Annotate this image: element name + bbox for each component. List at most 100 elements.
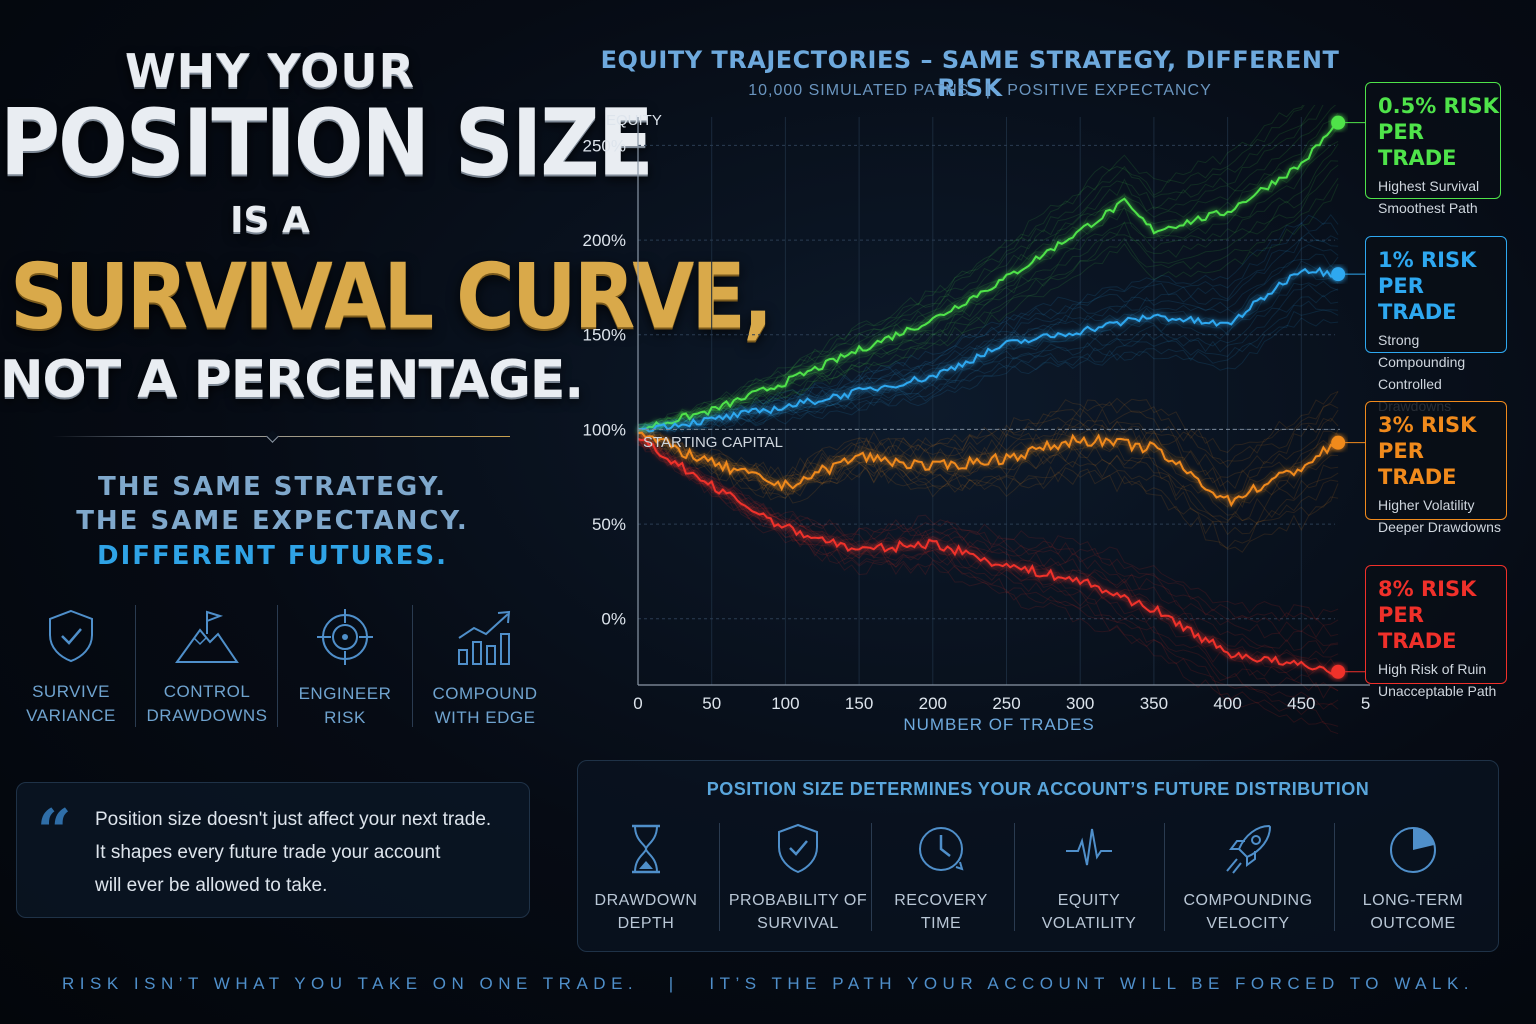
x-tick-label: 450 [1287,694,1315,713]
simulated-path [637,391,1339,483]
shield-check-icon [49,609,93,663]
simulated-path [637,105,1316,432]
series-endpoint [1331,115,1346,130]
simulated-path [637,105,1305,434]
simulated-path [637,260,1339,436]
panel-title: POSITION SIZE DETERMINES YOUR ACCOUNT’S … [706,779,1370,799]
simulated-path [637,244,1339,433]
engineer-risk-item: ENGINEER RISK [279,608,411,730]
drawdown-depth-item: DRAWDOWN DEPTH [586,823,706,935]
control-drawdowns-item: CONTROL DRAWDOWNS [141,608,273,728]
left-icon-label-1a: SURVIVE [32,682,110,701]
simulated-path [637,231,1339,433]
y-tick-label: 50% [592,515,626,534]
simulated-path [637,160,1339,434]
x-axis-title: NUMBER OF TRADES [903,715,1094,734]
headline-line-5: NOT A PERCENTAGE. [0,350,584,410]
quote-mark-icon: “ [37,797,72,867]
series-endpoint [1331,664,1346,679]
hourglass-icon [632,824,660,874]
callout-desc-1: High Risk of Ruin [1378,661,1487,677]
footer-slogan: RISK ISN’T WHAT YOU TAKE ON ONE TRADE. |… [61,974,1475,993]
pie-icon [1390,827,1436,873]
panel-label-4b: VOLATILITY [1041,915,1137,932]
callout-desc-2: Unacceptable Path [1378,683,1497,699]
panel-label-4a: EQUITY [1057,892,1121,909]
panel-separator [1334,823,1335,931]
callout-desc-1: Strong Compounding [1378,332,1466,370]
panel-separator [1014,823,1015,931]
simulated-path [637,253,1339,430]
chart-subtitle: 10,000 SIMULATED PATHS | POSITIVE EXPECT… [748,82,1212,99]
simulated-path [637,183,1339,436]
series-endpoint [1331,435,1346,450]
panel-label-1b: DEPTH [617,915,675,932]
simulated-path [637,213,1339,434]
simulated-path [637,409,1339,487]
starting-capital-label: STARTING CAPITAL [643,434,783,451]
equity-volatility-item: EQUITY VOLATILITY [1029,823,1149,935]
simulated-path [637,119,1339,433]
distribution-panel: POSITION SIZE DETERMINES YOUR ACCOUNT’S … [577,760,1499,952]
quote-line-2: It shapes every future trade your accoun… [95,842,441,863]
simulated-path [637,300,1339,435]
simulated-path [637,309,1339,433]
callout-title-2: PER TRADE [1378,603,1457,653]
simulated-path [637,269,1339,430]
target-icon [317,609,373,665]
simulated-path [637,429,1339,536]
divider-notch [266,430,279,443]
tagline-1: THE SAME STRATEGY. [97,472,448,502]
simulated-path [637,164,1339,434]
left-icon-label-4a: COMPOUND [432,684,538,703]
compound-edge-item: COMPOUND WITH EDGE [419,608,551,730]
simulated-path [637,112,1339,432]
simulated-path [637,439,1339,621]
simulated-path [637,417,1339,490]
x-tick-label: 500 [1361,694,1370,713]
panel-label-1a: DRAWDOWN [594,892,698,909]
x-tick-label: 150 [845,694,873,713]
chart-title: EQUITY TRAJECTORIES – SAME STRATEGY, DIF… [600,46,1340,102]
simulated-path [637,105,1304,432]
simulated-path [637,442,1339,659]
series-line [637,119,1339,431]
panel-label-5b: VELOCITY [1206,915,1290,932]
headline-line-2: POSITION SIZE [0,90,654,197]
x-tick-label: 200 [919,694,947,713]
simulated-path [638,105,1324,427]
x-tick-label: 400 [1213,694,1241,713]
callout-desc-1: Highest Survival [1378,178,1480,194]
simulated-path [637,437,1339,727]
simulated-path [637,143,1339,435]
callout-desc-2: Deeper Drawdowns [1378,519,1501,535]
callout-title-2: PER TRADE [1378,439,1457,489]
panel-label-6a: LONG-TERM [1362,892,1464,909]
x-tick-label: 250 [992,694,1020,713]
quote-line-1: Position size doesn't just affect your n… [95,809,492,830]
panel-separator [1164,823,1165,931]
simulated-path [637,280,1339,431]
clock-icon [919,827,964,871]
simulated-path [637,177,1339,429]
survive-variance-item: SURVIVE VARIANCE [5,608,137,728]
callout-title-1: 3% RISK [1378,413,1477,437]
callout-title-1: 0.5% RISK [1378,94,1499,118]
panel-label-2b: SURVIVAL [757,915,839,932]
headline-line-3: IS A [230,200,310,241]
callout-title-1: 8% RISK [1378,577,1477,601]
simulated-path [637,437,1339,710]
panel-label-3b: TIME [920,915,962,932]
simulated-path [637,427,1339,525]
simulated-path [637,439,1339,626]
headline-divider [52,436,510,437]
long-term-outcome-item: LONG-TERM OUTCOME [1348,823,1478,935]
icon-separator [135,605,136,727]
left-icon-label-3b: RISK [324,708,366,727]
simulated-path [637,294,1339,433]
panel-label-2a: PROBABILITY OF [728,892,868,909]
simulated-path [637,283,1339,429]
simulated-path [637,431,1339,692]
x-tick-label: 50 [702,694,721,713]
simulated-path [637,439,1339,706]
